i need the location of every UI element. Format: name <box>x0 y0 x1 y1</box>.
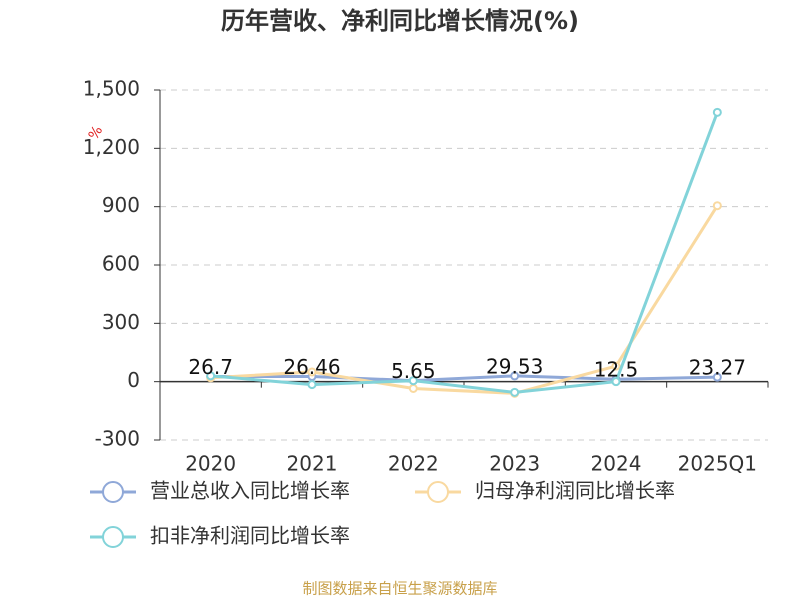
x-tick-label: 2023 <box>489 452 540 476</box>
chart-title: 历年营收、净利同比增长情况(%) <box>221 7 579 35</box>
x-tick-label: 2025Q1 <box>678 452 757 476</box>
y-tick-label: 900 <box>102 193 140 217</box>
value-label: 26.7 <box>188 355 233 379</box>
value-label: 5.65 <box>391 359 436 383</box>
data-point <box>206 371 216 381</box>
y-tick-label: 600 <box>102 252 140 276</box>
value-label: 26.46 <box>283 355 340 379</box>
legend-label: 归母净利润同比增长率 <box>475 479 675 503</box>
data-point <box>408 376 418 386</box>
data-point <box>712 201 722 211</box>
data-point <box>510 387 520 397</box>
x-tick-label: 2022 <box>388 452 439 476</box>
legend-label: 营业总收入同比增长率 <box>150 479 350 503</box>
y-tick-label: 300 <box>102 310 140 334</box>
y-tick-label: -300 <box>95 427 140 451</box>
data-point <box>408 383 418 393</box>
x-tick-label: 2020 <box>185 452 236 476</box>
data-point <box>712 107 722 117</box>
y-tick-label: 0 <box>127 368 140 392</box>
value-label: 23.27 <box>689 356 746 380</box>
y-tick-label: 1,200 <box>83 135 140 159</box>
data-point <box>611 377 621 387</box>
value-label: 12.5 <box>594 358 639 382</box>
data-point <box>307 380 317 390</box>
data-point <box>611 361 621 371</box>
series-line <box>210 374 718 383</box>
x-tick-label: 2021 <box>287 452 338 476</box>
source-note: 制图数据来自恒生聚源数据库 <box>302 580 497 598</box>
y-tick-label: 1,500 <box>83 77 140 101</box>
data-point <box>712 372 722 382</box>
data-point <box>510 371 520 381</box>
legend-marker <box>102 526 124 548</box>
legend-marker <box>102 481 124 503</box>
x-tick-label: 2024 <box>591 452 642 476</box>
data-point <box>307 367 317 377</box>
value-label: 29.53 <box>486 354 543 378</box>
legend-marker <box>427 481 449 503</box>
series-line <box>210 111 719 394</box>
legend-label: 扣非净利润同比增长率 <box>150 524 350 548</box>
